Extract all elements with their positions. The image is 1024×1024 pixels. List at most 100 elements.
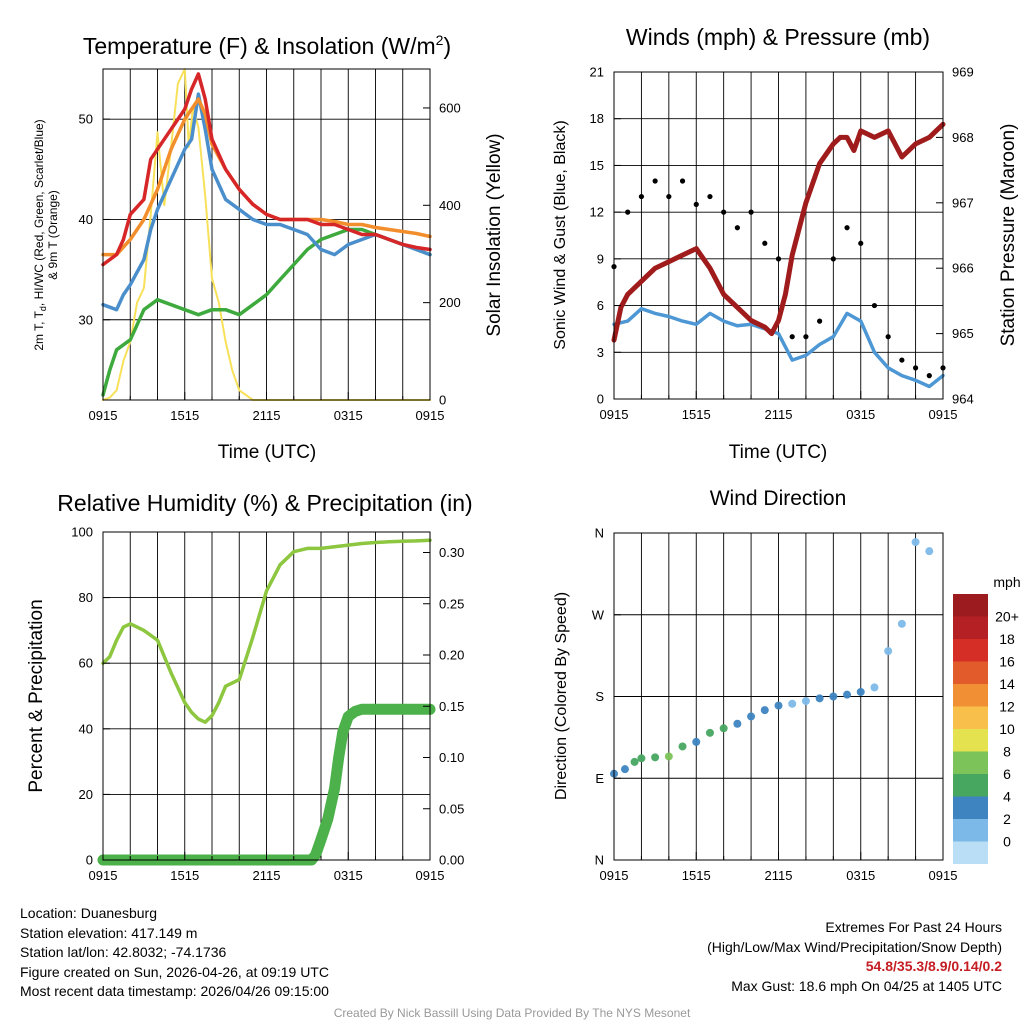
colorbar-label: 14	[999, 676, 1015, 692]
station-location: Location: Duanesburg	[20, 905, 157, 921]
direction-point	[692, 737, 701, 746]
winds-x-label: Time (UTC)	[729, 442, 828, 463]
y-right-tick-label: 0.00	[439, 853, 464, 868]
temperature-title: Temperature (F) & Insolation (W/m2)	[83, 32, 451, 59]
wind-direction-grid	[614, 533, 943, 860]
y-tick-label: E	[595, 771, 604, 786]
x-tick-label: 0915	[929, 407, 958, 422]
temperature-y-label-right: Solar Insolation (Yellow)	[484, 133, 505, 336]
direction-point	[651, 753, 660, 762]
gust-point	[817, 318, 823, 324]
y-tick-label: W	[592, 607, 605, 622]
winds-series	[611, 121, 946, 389]
humidity-panel: Relative Humidity (%) & Precipitation (i…	[26, 490, 473, 883]
humidity-y-ticks-left: 0 20 40 60 80 100	[71, 525, 110, 868]
y-tick-label: 20	[79, 787, 93, 802]
gust-point	[625, 209, 631, 215]
colorbar-swatch	[953, 841, 988, 864]
direction-point	[884, 647, 893, 656]
gust-point	[638, 193, 645, 200]
y-tick-label: N	[595, 526, 604, 541]
winds-panel: Winds (mph) & Pressure (mb) 0915 1515 2115…	[552, 24, 1019, 463]
y-tick-label: 40	[79, 212, 93, 227]
y-tick-label: 3	[597, 345, 604, 360]
colorbar-swatch	[953, 819, 988, 842]
series-line-station-pressure	[611, 121, 946, 343]
direction-point	[637, 754, 646, 763]
direction-point	[719, 724, 728, 733]
x-tick-label: 0315	[846, 407, 875, 422]
gust-point	[844, 225, 850, 231]
y-right-tick-label: 400	[439, 198, 461, 213]
y-tick-label: S	[595, 689, 604, 704]
colorbar-swatch	[953, 594, 988, 617]
gust-point	[858, 240, 864, 246]
x-tick-label: 0915	[600, 868, 629, 883]
gust-point	[707, 193, 713, 200]
y-tick-label: 30	[79, 312, 93, 327]
x-tick-label: 1515	[170, 868, 199, 883]
temperature-y-ticks-right: 0 200 400 600	[423, 100, 461, 408]
colorbar-swatch	[953, 796, 988, 819]
humidity-title: Relative Humidity (%) & Precipitation (i…	[57, 490, 472, 516]
y-tick-label: 15	[590, 158, 604, 173]
x-tick-label: 0915	[89, 408, 118, 423]
y-right-tick-label: 0.05	[439, 801, 464, 816]
x-tick-label: 2115	[765, 407, 793, 422]
wind-direction-x-ticks: 0915 1515 2115 0315 0915	[600, 852, 957, 883]
y-tick-label: 0	[86, 853, 93, 868]
humidity-y-label-left: Percent & Precipitation	[26, 599, 47, 792]
y-right-tick-label: 966	[952, 261, 974, 276]
colorbar-swatch	[953, 706, 988, 729]
y-right-tick-label: 967	[952, 195, 974, 210]
direction-point	[664, 752, 673, 761]
colorbar-swatch	[953, 751, 988, 774]
winds-y-ticks-left: 0 3 6 9 12 15 18 21	[590, 65, 621, 407]
series-line-2m-t	[101, 72, 432, 267]
direction-point	[678, 742, 687, 751]
colorbar-label: 20+	[995, 609, 1019, 625]
direction-point	[801, 697, 810, 706]
direction-point	[705, 728, 714, 737]
y-right-tick-label: 0.20	[439, 648, 464, 663]
y-tick-label: 40	[79, 721, 93, 736]
gust-point	[830, 256, 836, 262]
gust-point	[912, 365, 919, 371]
x-tick-label: 0915	[600, 407, 629, 422]
direction-point	[747, 712, 756, 721]
colorbar-swatch	[953, 729, 988, 752]
y-tick-label: 50	[79, 112, 93, 127]
credit-line: Created By Nick Bassill Using Data Provi…	[333, 1006, 691, 1020]
wind-direction-y-label: Direction (Colored By Speed)	[553, 592, 570, 800]
colorbar-swatch	[953, 684, 988, 707]
series-line-sonic-wind	[612, 306, 945, 389]
gust-point	[899, 357, 905, 363]
y-right-tick-label: 0.25	[439, 596, 464, 611]
y-right-tick-label: 0	[439, 393, 446, 408]
gust-point	[748, 209, 754, 215]
winds-x-ticks: 0915 1515 2115 0315 0915	[600, 391, 958, 422]
y-tick-label: 80	[79, 590, 93, 605]
y-right-tick-label: 600	[439, 100, 461, 115]
y-right-tick-label: 968	[952, 130, 974, 145]
colorbar-label: 0	[1003, 834, 1011, 850]
x-tick-label: 2115	[765, 868, 793, 883]
direction-point	[897, 619, 906, 628]
winds-y-label-right: Station Pressure (Maroon)	[998, 124, 1019, 347]
y-tick-label: 21	[590, 65, 604, 80]
y-tick-label: 60	[79, 656, 93, 671]
y-right-tick-label: 964	[952, 392, 974, 407]
direction-point	[870, 683, 879, 692]
colorbar-label: 16	[999, 654, 1015, 670]
gust-point	[803, 334, 809, 340]
temperature-y-label-left-2: & 9m T (Orange)	[46, 190, 60, 280]
colorbar-label: 4	[1003, 789, 1011, 805]
winds-y-ticks-right: 964 965 966 967 968 969	[936, 65, 974, 407]
y-right-tick-label: 0.15	[439, 699, 464, 714]
colorbar-label: 6	[1003, 766, 1011, 782]
x-tick-label: 2115	[253, 868, 281, 883]
gust-point	[789, 334, 795, 340]
gust-point	[762, 240, 768, 246]
direction-point	[733, 719, 742, 728]
gust-point	[693, 201, 699, 207]
